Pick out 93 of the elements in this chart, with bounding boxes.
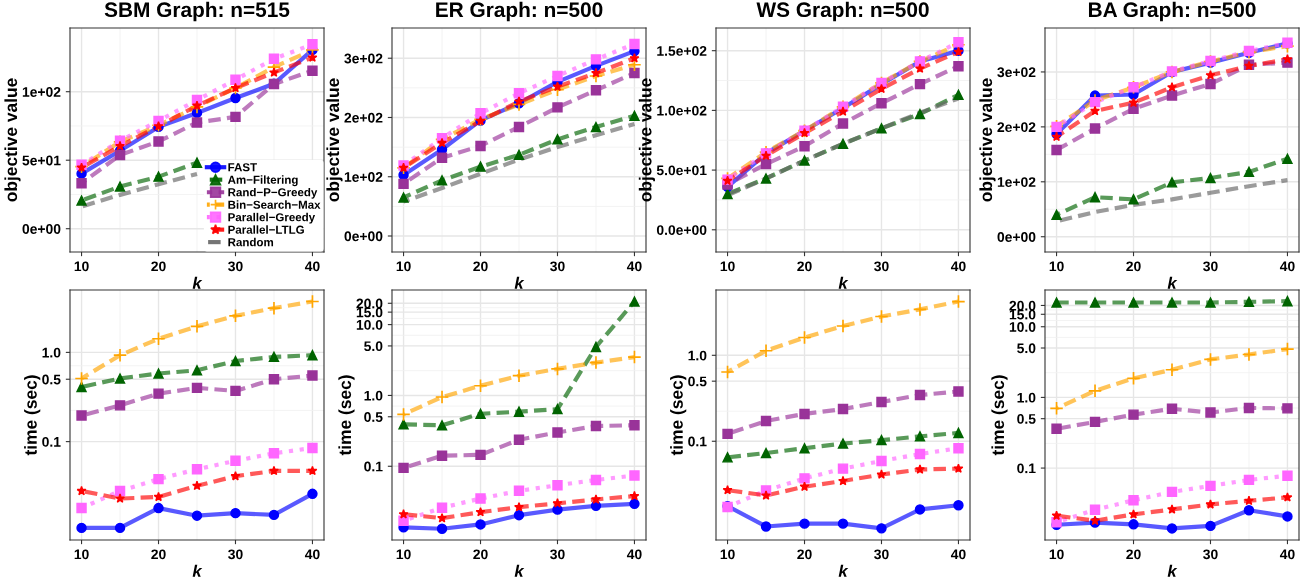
x-axis-title: k	[838, 276, 849, 289]
x-tick-label: 30	[228, 549, 243, 560]
y-axis-title: objective value	[4, 78, 21, 202]
legend-label: Rand−P−Greedy	[228, 187, 318, 199]
x-tick-label: 40	[626, 261, 642, 272]
y-tick-label: 1.0	[688, 350, 707, 361]
x-tick-label: 20	[1126, 549, 1141, 560]
y-tick-label: 10.0	[1009, 322, 1036, 332]
y-tick-label: 1.0e+02	[657, 105, 707, 116]
x-tick-label: 40	[950, 549, 966, 560]
x-tick-label: 10	[74, 261, 89, 272]
y-axis-title: objective value	[979, 78, 996, 202]
x-tick-label: 40	[626, 549, 642, 560]
y-tick-label: 0e+00	[22, 224, 61, 234]
chart-title: SBM Graph: n=515	[104, 1, 290, 22]
y-axis-title: objective value	[638, 78, 655, 202]
x-tick-label: 30	[1203, 549, 1218, 560]
y-tick-label: 0e+00	[997, 232, 1036, 242]
chart-title: BA Graph: n=500	[1088, 1, 1256, 22]
y-tick-label: 0.1	[688, 436, 707, 447]
legend-label: FAST	[228, 163, 257, 172]
y-tick-label: 1e+02	[344, 172, 383, 182]
x-tick-label: 30	[228, 261, 243, 272]
y-tick-label: 0.5	[364, 412, 383, 422]
legend-label: Am−Filtering	[227, 175, 298, 187]
y-tick-label: 0.5	[1017, 414, 1036, 424]
x-axis-title: k	[1167, 276, 1178, 289]
x-tick-label: 10	[1049, 261, 1064, 272]
x-tick-label: 10	[74, 549, 89, 560]
legend-label: Parallel−LTLG	[228, 225, 304, 234]
x-tick-label: 40	[1279, 261, 1295, 272]
x-axis-title: k	[192, 564, 203, 577]
x-tick-label: 30	[550, 549, 565, 560]
chart-title: WS Graph: n=500	[756, 1, 929, 22]
legend-label: Random	[228, 237, 274, 247]
y-tick-label: 15.0	[356, 307, 383, 318]
x-tick-label: 20	[797, 261, 812, 272]
y-tick-label: 5.0	[1017, 343, 1036, 354]
x-tick-label: 20	[151, 549, 166, 560]
y-tick-label: 1.0	[1017, 392, 1036, 403]
y-tick-label: 1.0	[364, 390, 383, 401]
y-tick-label: 5e+01	[22, 155, 61, 166]
y-axis-title: time (sec)	[991, 375, 1008, 456]
x-axis-title: k	[514, 564, 525, 577]
y-tick-label: 15.0	[1009, 309, 1036, 320]
y-tick-label: 5.0	[364, 341, 383, 352]
x-tick-label: 20	[151, 261, 166, 272]
x-tick-label: 30	[550, 261, 565, 272]
x-axis-title: k	[514, 276, 525, 289]
y-tick-label: 0.1	[42, 436, 61, 447]
legend-label: Parallel−Greedy	[228, 212, 316, 224]
x-tick-label: 10	[720, 261, 735, 272]
x-tick-label: 20	[473, 261, 488, 272]
x-axis-title: k	[1167, 564, 1178, 577]
y-tick-label: 1.0	[42, 347, 61, 358]
x-tick-label: 10	[720, 549, 735, 560]
x-tick-label: 10	[1049, 549, 1064, 560]
y-tick-label: 10.0	[356, 319, 383, 330]
x-tick-label: 10	[396, 261, 411, 272]
y-tick-label: 3e+02	[997, 67, 1036, 78]
y-tick-label: 3e+02	[344, 53, 383, 64]
y-tick-label: 5.0e+01	[656, 165, 707, 176]
x-tick-label: 40	[950, 261, 966, 272]
y-tick-label: 0.1	[1017, 463, 1036, 474]
y-tick-label: 2e+02	[997, 122, 1036, 133]
x-tick-label: 10	[396, 549, 411, 560]
y-tick-label: 1e+02	[997, 177, 1036, 187]
y-tick-label: 0.0e+00	[656, 225, 707, 235]
y-axis-title: objective value	[326, 78, 343, 202]
x-axis-title: k	[838, 564, 849, 577]
y-tick-label: 0.5	[688, 376, 707, 387]
legend-label: Bin−Search−Max	[228, 200, 321, 209]
x-tick-label: 30	[1203, 261, 1218, 272]
y-axis-title: time (sec)	[670, 375, 687, 456]
x-axis-title: k	[192, 276, 203, 289]
x-tick-label: 20	[473, 549, 488, 560]
x-tick-label: 40	[1279, 549, 1295, 560]
y-axis-title: time (sec)	[24, 375, 41, 456]
y-axis-title: time (sec)	[338, 375, 355, 456]
y-tick-label: 1e+02	[22, 87, 61, 97]
chart-title: ER Graph: n=500	[436, 1, 603, 22]
x-tick-label: 30	[874, 261, 889, 272]
y-tick-label: 0.1	[364, 461, 383, 472]
x-tick-label: 40	[304, 261, 320, 272]
y-tick-label: 0e+00	[344, 231, 383, 242]
y-tick-label: 2e+02	[344, 112, 383, 123]
x-tick-label: 20	[797, 549, 812, 560]
x-tick-label: 30	[874, 549, 889, 560]
y-tick-label: 1.5e+02	[657, 46, 707, 56]
x-tick-label: 20	[1126, 261, 1141, 272]
x-tick-label: 40	[304, 549, 320, 560]
y-tick-label: 20.0	[356, 298, 383, 309]
y-tick-label: 0.5	[42, 374, 61, 385]
